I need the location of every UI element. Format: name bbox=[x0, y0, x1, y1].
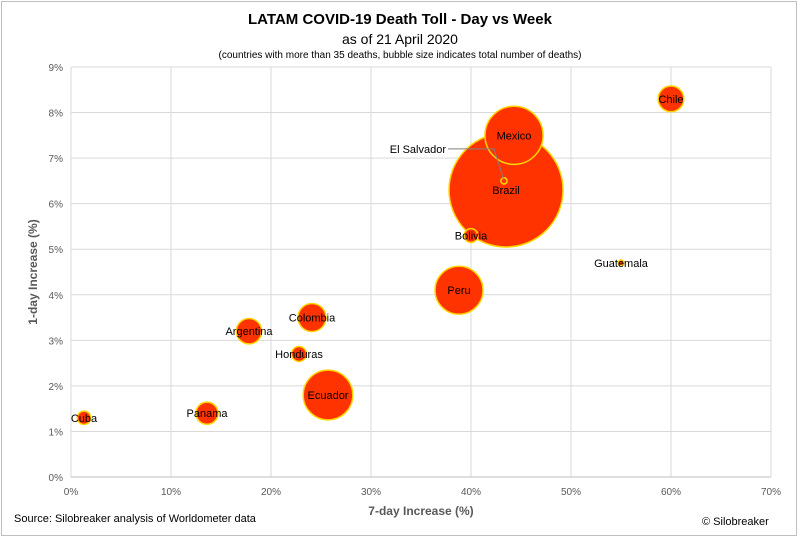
y-tick-label: 3% bbox=[49, 336, 64, 347]
y-tick-label: 5% bbox=[49, 245, 64, 256]
data-label-bolivia: Bolivia bbox=[455, 231, 488, 243]
data-label-colombia: Colombia bbox=[289, 313, 336, 325]
data-label-panama: Panama bbox=[187, 408, 229, 420]
x-tick-label: 40% bbox=[461, 487, 481, 498]
data-label-chile: Chile bbox=[658, 94, 683, 106]
chart-subtitle: as of 21 April 2020 bbox=[342, 31, 458, 47]
x-tick-label: 0% bbox=[64, 487, 79, 498]
data-label-brazil: Brazil bbox=[492, 185, 520, 197]
bubble-cuba bbox=[76, 410, 92, 426]
y-tick-label: 2% bbox=[49, 382, 64, 393]
x-tick-label: 10% bbox=[161, 487, 181, 498]
bubble-honduras bbox=[290, 345, 308, 363]
bubble-ecuador bbox=[302, 369, 354, 421]
chart-note: (countries with more than 35 deaths, bub… bbox=[218, 50, 582, 61]
data-label-peru: Peru bbox=[447, 285, 470, 297]
x-tick-label: 20% bbox=[261, 487, 281, 498]
bubble-bolivia bbox=[463, 227, 479, 244]
data-label-mexico: Mexico bbox=[497, 130, 532, 142]
y-tick-label: 1% bbox=[49, 427, 64, 438]
bubble-guatemala bbox=[617, 259, 625, 267]
x-tick-label: 30% bbox=[361, 487, 381, 498]
data-label-guatemala: Guatemala bbox=[594, 258, 649, 270]
copyright-note: © Silobreaker bbox=[702, 516, 769, 528]
chart-title: LATAM COVID-19 Death Toll - Day vs Week bbox=[248, 11, 552, 28]
data-label-argentina: Argentina bbox=[225, 326, 273, 338]
bubble-colombia bbox=[297, 302, 327, 333]
x-axis-title: 7-day Increase (%) bbox=[368, 504, 473, 518]
el-salvador-leader-line bbox=[448, 148, 505, 182]
bubble-chile bbox=[657, 85, 685, 113]
y-tick-label: 6% bbox=[49, 200, 64, 211]
y-tick-label: 8% bbox=[49, 109, 64, 120]
y-tick-label: 7% bbox=[49, 154, 64, 165]
bubble-peru bbox=[434, 265, 484, 315]
y-axis-title: 1-day Increase (%) bbox=[26, 219, 40, 324]
y-tick-label: 9% bbox=[49, 63, 64, 74]
x-tick-label: 50% bbox=[561, 487, 581, 498]
data-label-cuba: Cuba bbox=[71, 413, 98, 425]
data-label-el-salvador: El Salvador bbox=[390, 144, 447, 156]
y-tick-label: 0% bbox=[49, 473, 64, 484]
bubble-argentina bbox=[235, 317, 263, 345]
y-tick-label: 4% bbox=[49, 291, 64, 302]
x-tick-label: 60% bbox=[661, 487, 681, 498]
data-label-honduras: Honduras bbox=[275, 349, 323, 361]
data-label-ecuador: Ecuador bbox=[308, 390, 349, 402]
bubble-panama bbox=[195, 401, 219, 426]
x-tick-label: 70% bbox=[761, 487, 781, 498]
bubble-mexico bbox=[484, 105, 544, 166]
source-note: Source: Silobreaker analysis of Worldome… bbox=[14, 513, 256, 525]
